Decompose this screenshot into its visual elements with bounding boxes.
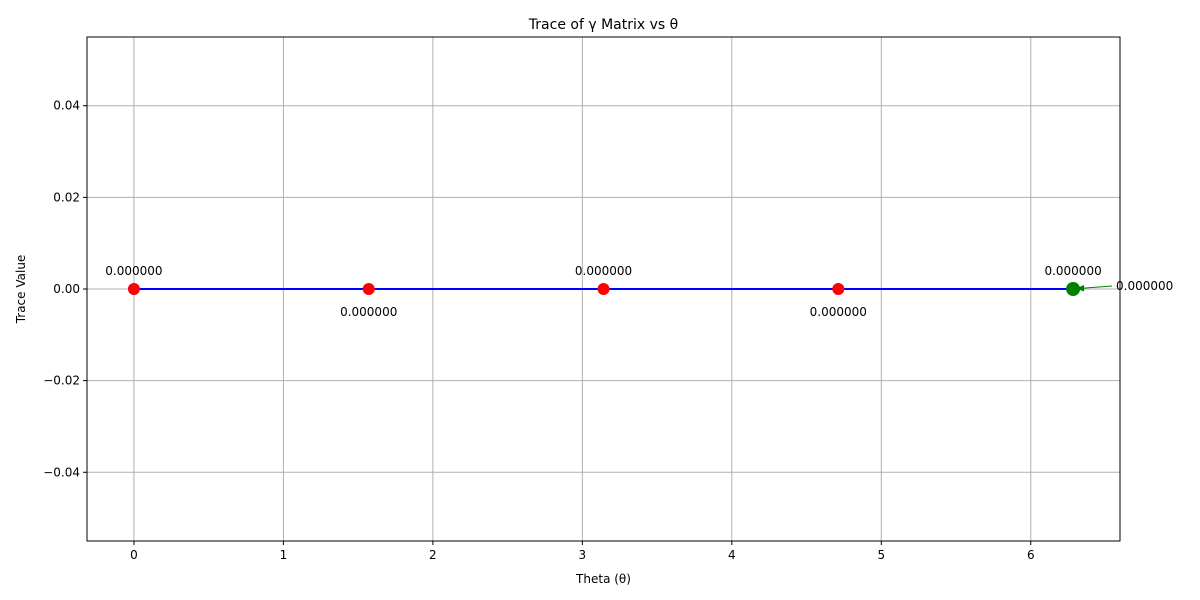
data-point bbox=[1066, 282, 1081, 296]
series bbox=[127, 282, 1081, 296]
annotation-arrow bbox=[1079, 285, 1113, 289]
y-tick-label: −0.02 bbox=[43, 374, 80, 388]
y-axis-ticks: −0.04 −0.02 0.00 0.02 0.04 bbox=[43, 99, 87, 479]
annotation: 0.000000 bbox=[1076, 279, 1173, 293]
data-point-label: 0.000000 bbox=[575, 264, 632, 278]
data-point-label: 0.000000 bbox=[340, 305, 397, 319]
x-tick-label: 6 bbox=[1027, 548, 1035, 562]
data-point-label: 0.000000 bbox=[105, 264, 162, 278]
x-tick-label: 5 bbox=[877, 548, 885, 562]
point-labels: 0.000000 0.000000 0.000000 0.000000 0.000000 bbox=[105, 264, 1101, 319]
y-tick-label: 0.00 bbox=[53, 282, 80, 296]
y-axis-label: Trace Value bbox=[14, 255, 28, 325]
x-tick-label: 3 bbox=[579, 548, 587, 562]
data-point bbox=[832, 283, 845, 295]
data-point bbox=[597, 283, 610, 295]
x-tick-label: 4 bbox=[728, 548, 736, 562]
x-axis-label: Theta (θ) bbox=[575, 572, 631, 586]
x-tick-label: 0 bbox=[130, 548, 138, 562]
data-point bbox=[362, 283, 375, 295]
y-tick-label: 0.04 bbox=[53, 99, 80, 113]
y-tick-label: 0.02 bbox=[53, 190, 80, 204]
data-point bbox=[127, 283, 140, 295]
x-tick-label: 2 bbox=[429, 548, 437, 562]
data-point-label: 0.000000 bbox=[1044, 264, 1101, 278]
chart-title: Trace of γ Matrix vs θ bbox=[528, 17, 678, 33]
annotation-arrowhead bbox=[1076, 285, 1085, 292]
data-point-label: 0.000000 bbox=[810, 305, 867, 319]
x-tick-label: 1 bbox=[280, 548, 288, 562]
y-tick-label: −0.04 bbox=[43, 465, 80, 479]
annotation-label: 0.000000 bbox=[1116, 279, 1173, 293]
x-axis-ticks: 0 1 2 3 4 5 6 bbox=[130, 541, 1035, 562]
